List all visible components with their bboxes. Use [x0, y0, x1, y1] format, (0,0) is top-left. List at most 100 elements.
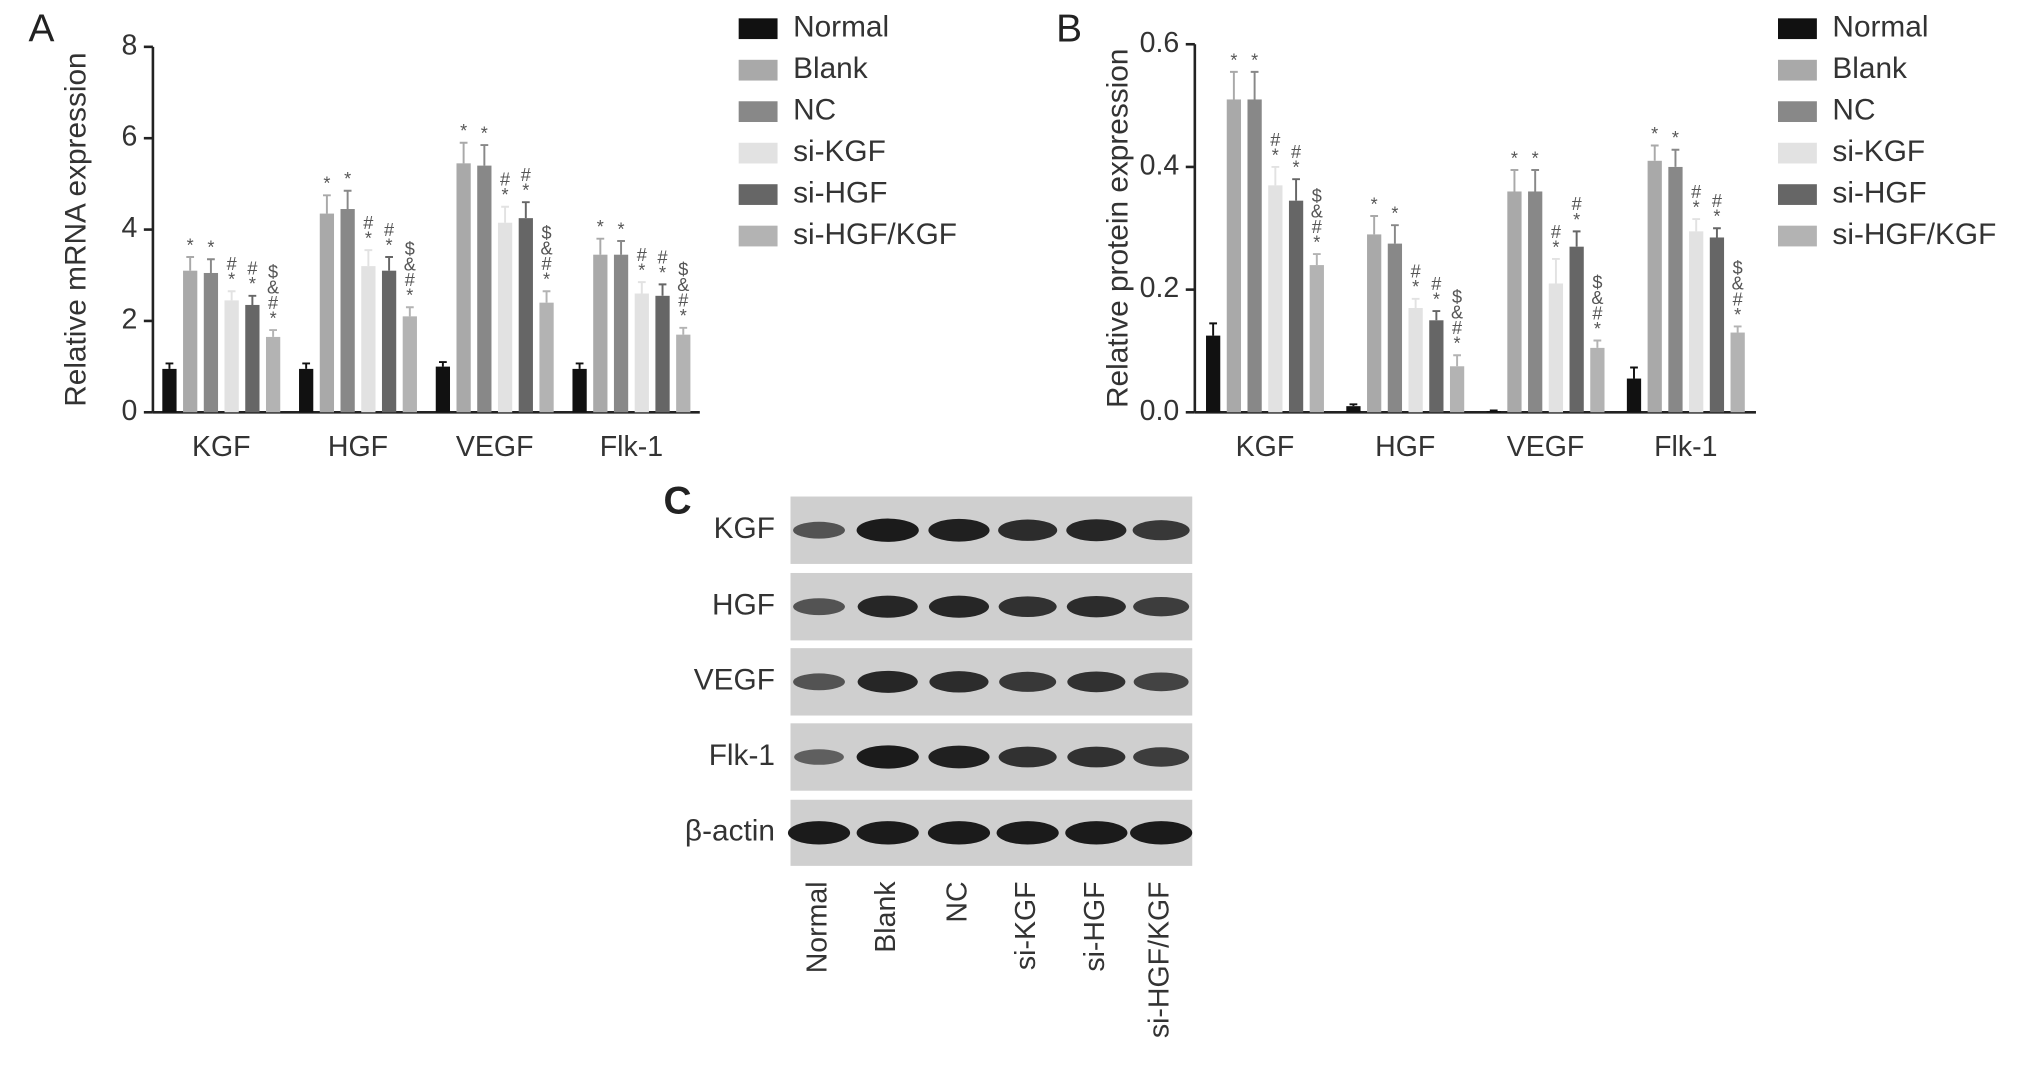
legend-label: Blank [793, 52, 868, 85]
bar [340, 209, 355, 413]
bar [1709, 237, 1725, 413]
legend-swatch [1778, 101, 1817, 123]
significance-mark: * [344, 169, 351, 189]
error-bar [438, 361, 447, 367]
significance-mark: * [1594, 319, 1601, 339]
error-bar [1432, 310, 1441, 321]
significance-mark: * [1713, 207, 1720, 227]
error-bar [1713, 227, 1721, 238]
bar [162, 368, 177, 413]
significance-mark: $ [1312, 186, 1322, 206]
error-bar [1733, 325, 1742, 333]
error-bar [207, 258, 215, 273]
significance-mark: $ [678, 260, 688, 280]
bar [203, 272, 219, 413]
bar [655, 295, 670, 413]
y-axis-label: Relative protein expression [1102, 49, 1135, 408]
significance-mark: * [270, 308, 277, 328]
blot-strip [790, 572, 1193, 641]
bar [183, 270, 198, 413]
error-bar [1510, 169, 1519, 192]
bar [1247, 99, 1262, 413]
error-bar [1209, 322, 1218, 336]
significance-mark: * [1251, 50, 1258, 70]
significance-mark: * [207, 238, 214, 258]
legend-swatch [1778, 142, 1817, 164]
blot-column-label: Normal [802, 881, 834, 973]
blot-band [856, 745, 919, 769]
error-bar [1411, 297, 1420, 309]
significance-mark: # [1691, 182, 1701, 202]
error-bar [1531, 169, 1540, 192]
significance-mark: # [363, 213, 373, 233]
significance-mark: & [541, 239, 553, 259]
significance-mark: * [1573, 210, 1580, 230]
significance-mark: $ [405, 239, 415, 259]
blot-strip [790, 496, 1193, 564]
error-bar [679, 326, 688, 335]
blot-band [1130, 821, 1193, 845]
bar [613, 254, 629, 413]
blot-band [998, 746, 1057, 768]
significance-mark: * [187, 235, 194, 255]
bar [1408, 308, 1423, 413]
legend-swatch [1778, 184, 1817, 205]
significance-mark: # [1572, 194, 1582, 214]
bar [265, 336, 281, 413]
blot-band [793, 673, 845, 691]
error-bar [542, 290, 551, 303]
significance-mark: $ [1592, 272, 1602, 292]
legend-label: NC [793, 94, 836, 127]
error-bar [302, 362, 311, 369]
bar [1626, 378, 1642, 413]
significance-mark: * [1391, 204, 1398, 224]
error-bar [1593, 339, 1602, 348]
blot-band [856, 821, 919, 845]
y-tick-label: 2 [122, 303, 138, 335]
blot-band [857, 595, 918, 618]
blot-band [929, 671, 989, 693]
significance-mark: & [1451, 303, 1463, 323]
y-tick-label: 4 [122, 212, 138, 244]
bar [456, 163, 471, 413]
blot-band [1065, 821, 1128, 845]
error-bar [1489, 409, 1498, 412]
error-bar [1250, 70, 1259, 100]
significance-mark: * [1433, 290, 1440, 310]
blot-band [1133, 596, 1190, 617]
x-tick-label: Flk-1 [600, 431, 663, 463]
significance-mark: # [1270, 130, 1280, 150]
blot-band [928, 518, 990, 542]
blot-row-label: Flk-1 [709, 739, 775, 772]
blot-row-label: β-actin [685, 815, 775, 848]
blot-row-label: HGF [712, 589, 775, 622]
significance-mark: & [404, 255, 416, 275]
significance-mark: $ [542, 223, 552, 243]
bar [1548, 283, 1564, 413]
legend-label: si-KGF [1832, 135, 1925, 168]
bar [299, 368, 314, 413]
x-tick-label: VEGF [1507, 431, 1585, 463]
blot-band [787, 821, 851, 845]
error-bar [1271, 165, 1280, 186]
bar [319, 213, 335, 413]
significance-mark: & [267, 277, 279, 297]
bar [1387, 243, 1403, 413]
bar [435, 366, 451, 413]
legend-label: Blank [1832, 52, 1907, 85]
blot-row-label: KGF [714, 512, 775, 545]
significance-mark: & [1732, 274, 1744, 294]
error-bar [1370, 215, 1379, 235]
significance-mark: # [1551, 222, 1561, 242]
error-bar [385, 256, 393, 271]
legend-swatch [738, 225, 778, 247]
significance-mark: * [659, 263, 666, 283]
bar [381, 270, 397, 413]
significance-mark: # [227, 254, 237, 274]
error-bar [1671, 148, 1680, 167]
significance-mark: * [1412, 277, 1419, 297]
legend-label: Normal [1832, 11, 1928, 44]
y-tick-label: 0.6 [1140, 27, 1180, 59]
bar [361, 266, 376, 413]
